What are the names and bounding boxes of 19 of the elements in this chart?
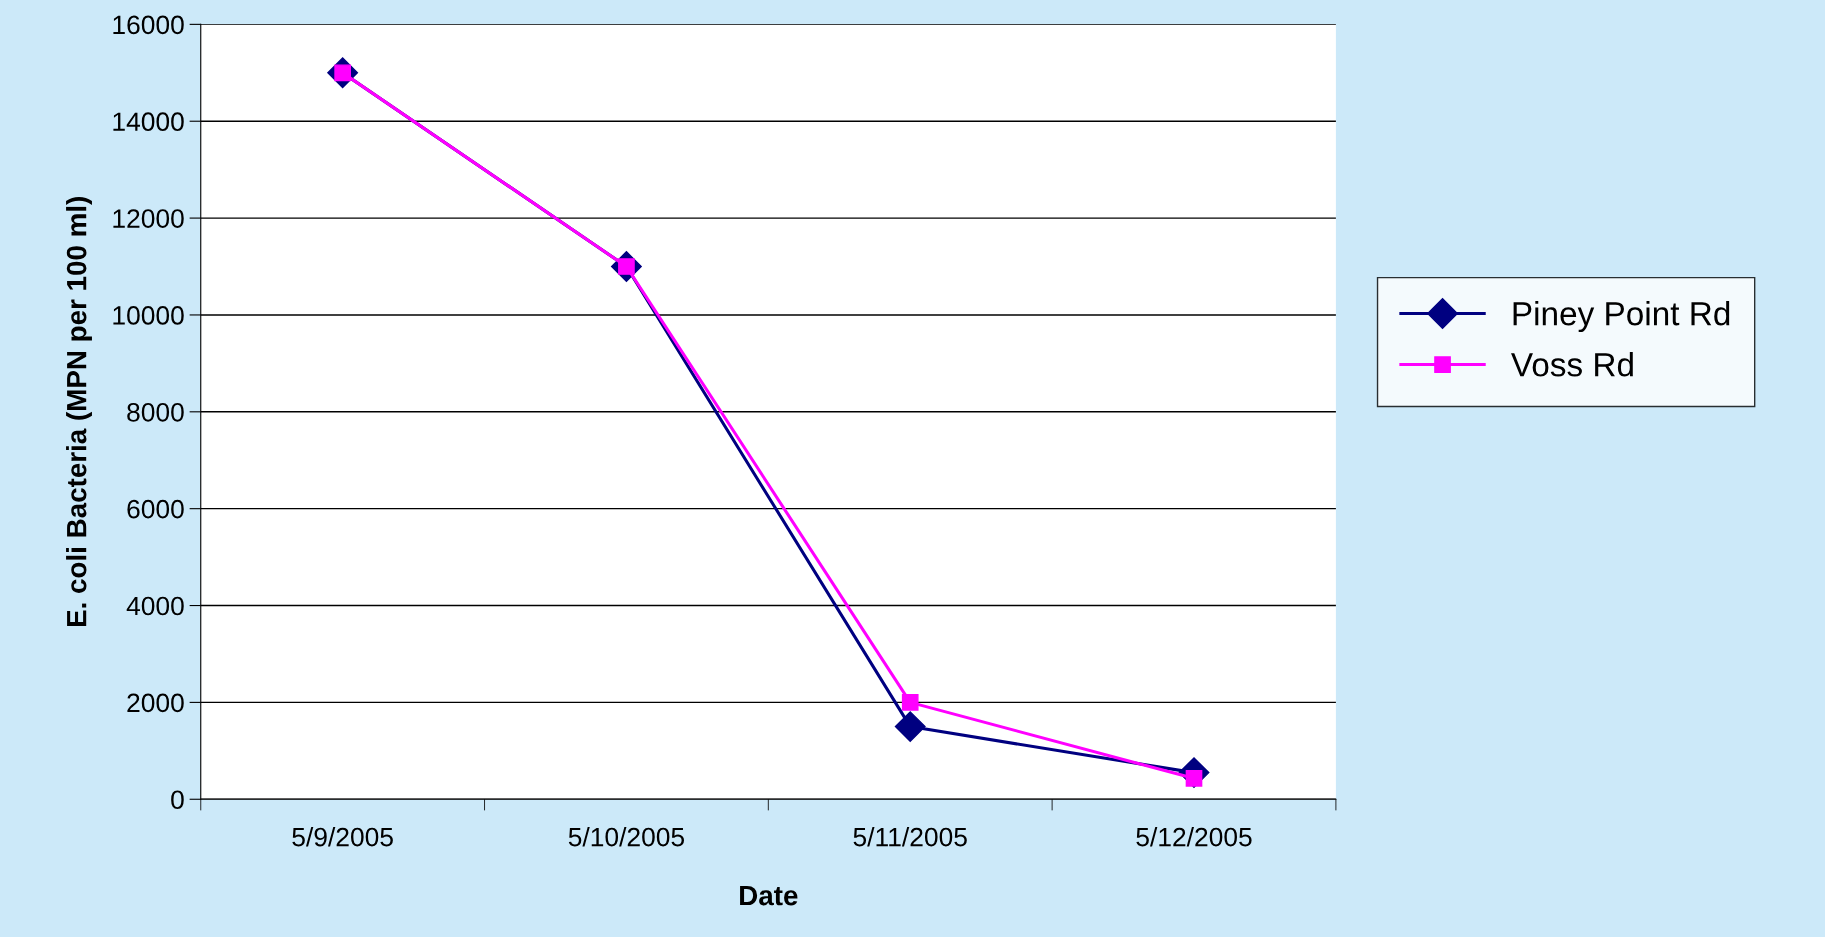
legend-label: Voss Rd bbox=[1511, 352, 1633, 377]
x-tick-label: 5/9/2005 bbox=[292, 827, 393, 847]
y-tick-label: 14000 bbox=[113, 112, 184, 132]
y-axis-title: E. coli Bacteria (MPN per 100 ml) bbox=[66, 197, 92, 627]
y-tick-label: 12000 bbox=[113, 209, 184, 228]
y-tick-label: 4000 bbox=[126, 596, 184, 616]
y-tick-label: 8000 bbox=[127, 402, 184, 422]
x-axis-title: Date bbox=[740, 885, 798, 906]
point bbox=[901, 694, 919, 711]
y-tick-label: 16000 bbox=[113, 15, 184, 35]
y-tick-label: 10000 bbox=[113, 306, 184, 325]
legend-label: Piney Point Rd bbox=[1513, 301, 1730, 333]
x-tick-label: 5/12/2005 bbox=[1136, 827, 1252, 847]
x-tick-label: 5/10/2005 bbox=[568, 827, 685, 847]
x-tick-label: 5/11/2005 bbox=[853, 827, 967, 847]
y-tick-label: 0 bbox=[171, 790, 184, 810]
y-tick-label: 2000 bbox=[127, 693, 184, 713]
point bbox=[894, 711, 926, 743]
y-tick-label: 6000 bbox=[127, 499, 184, 519]
